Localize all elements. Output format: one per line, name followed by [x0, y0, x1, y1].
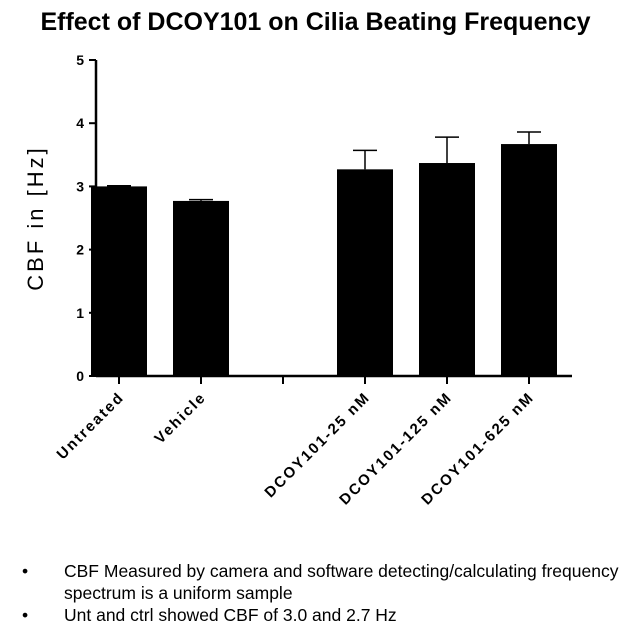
note-item: Unt and ctrl showed CBF of 3.0 and 2.7 H…: [22, 604, 622, 626]
y-axis-label: CBF in [Hz]: [23, 145, 48, 290]
bar: [91, 186, 147, 376]
y-tick-label: 3: [76, 178, 84, 194]
bar: [419, 163, 475, 376]
bar: [337, 169, 393, 376]
y-tick-label: 0: [76, 368, 84, 384]
note-item: CBF Measured by camera and software dete…: [22, 560, 622, 604]
y-tick-label: 4: [76, 115, 84, 131]
x-tick-label: Vehicle: [151, 389, 209, 447]
x-tick-label: Untreated: [54, 389, 128, 463]
y-tick-label: 2: [76, 242, 84, 258]
notes-list: CBF Measured by camera and software dete…: [22, 560, 622, 626]
bar: [173, 200, 229, 376]
y-tick-label: 5: [76, 52, 84, 68]
bar: [501, 144, 557, 376]
y-tick-label: 1: [76, 305, 84, 321]
chart-title: Effect of DCOY101 on Cilia Beating Frequ…: [40, 8, 591, 36]
